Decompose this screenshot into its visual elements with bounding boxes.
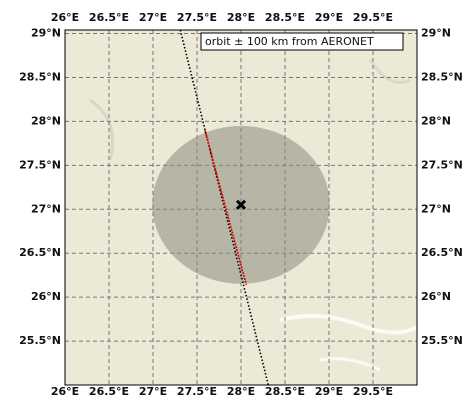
- lon-label: 28.5°E: [265, 385, 305, 398]
- lon-label: 27°E: [139, 385, 167, 398]
- lon-label: 26°E: [51, 11, 79, 24]
- lon-label: 28°E: [227, 385, 255, 398]
- lon-label: 29°E: [315, 11, 343, 24]
- lat-label: 27.5°N: [421, 158, 463, 171]
- lon-label: 28°E: [227, 11, 255, 24]
- lat-label: 27°N: [31, 202, 61, 215]
- lat-label: 27.5°N: [19, 158, 61, 171]
- legend-text: orbit ± 100 km from AERONET: [205, 35, 374, 48]
- lon-label: 26°E: [51, 385, 79, 398]
- lat-label: 26°N: [31, 290, 61, 303]
- lon-label: 26.5°E: [89, 11, 129, 24]
- lon-label: 29.5°E: [353, 11, 393, 24]
- lat-label: 28°N: [31, 114, 61, 127]
- lon-label: 29°E: [315, 385, 343, 398]
- lat-label: 25.5°N: [19, 334, 61, 347]
- lon-label: 29.5°E: [353, 385, 393, 398]
- lat-label: 27°N: [421, 202, 451, 215]
- lon-label: 27°E: [139, 11, 167, 24]
- lon-label: 28.5°E: [265, 11, 305, 24]
- lat-label: 26.5°N: [421, 246, 463, 259]
- lon-label: 27.5°E: [177, 385, 217, 398]
- lat-label: 25.5°N: [421, 334, 463, 347]
- lat-label: 29°N: [421, 27, 451, 40]
- map: 26°E 26°E 26.5°E 26.5°E 27°E 27°E 27.5°E 27.5°E…: [0, 0, 469, 400]
- lat-label: 28°N: [421, 114, 451, 127]
- lat-label: 28.5°N: [421, 70, 463, 83]
- lon-label: 27.5°E: [177, 11, 217, 24]
- lat-label: 26°N: [421, 290, 451, 303]
- lat-label: 29°N: [31, 27, 61, 40]
- lat-label: 26.5°N: [19, 246, 61, 259]
- lon-label: 26.5°E: [89, 385, 129, 398]
- lat-label: 28.5°N: [19, 70, 61, 83]
